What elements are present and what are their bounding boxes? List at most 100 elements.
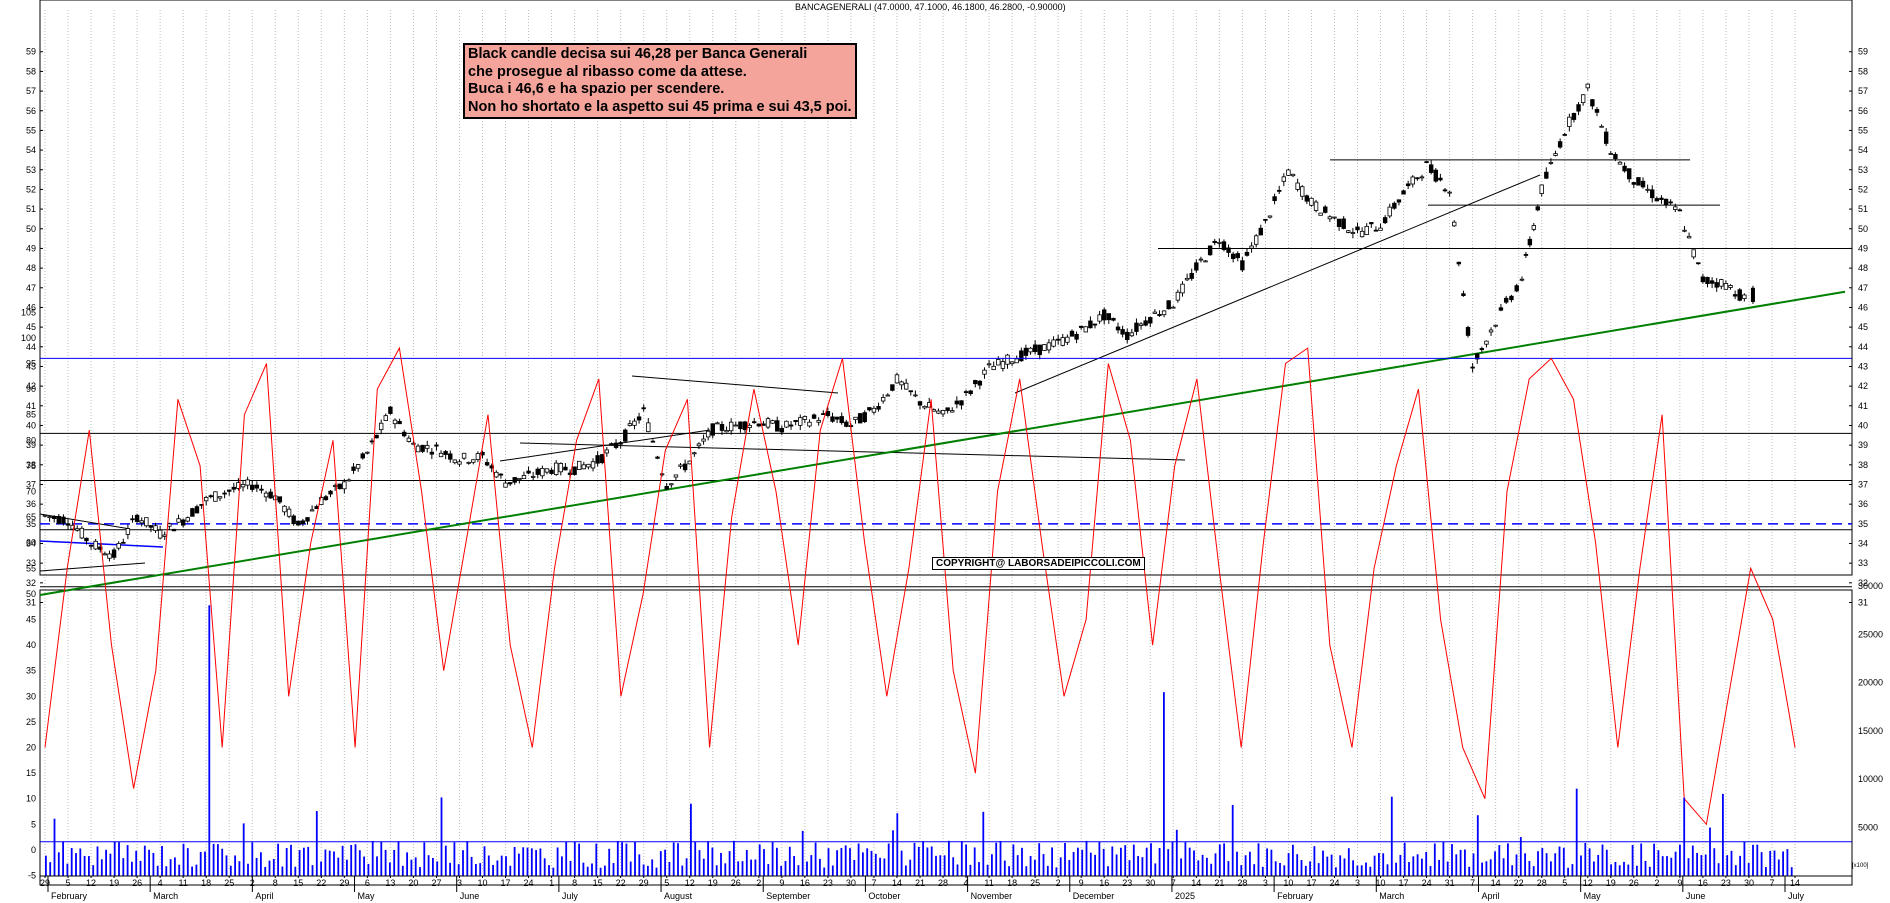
candle-body [1171,306,1176,309]
volume-bar [1184,842,1187,876]
y-tick-label-left: 32 [26,578,36,588]
candle-body [305,517,310,522]
volume-bar [1197,860,1200,876]
candle-body [521,475,527,480]
candle-body [1438,177,1443,181]
candle-body [498,473,504,476]
volume-bar [548,865,550,876]
candle-body [590,461,596,469]
volume-bar [1679,844,1681,876]
candle-body [816,419,821,423]
volume-bar [698,850,701,876]
volume-bar [324,849,327,876]
x-tick-label-date: 29 [40,878,50,888]
candle-body [411,442,416,445]
volume-bar [470,856,473,876]
volume-bar [1038,843,1041,876]
candle-body [1742,294,1747,299]
volume-bar [1674,851,1677,876]
volume-bar [1343,858,1346,876]
candle-body [1645,188,1650,191]
candle-body [802,416,808,420]
volume-bar [913,842,916,876]
candle-body [1249,245,1254,249]
volume-bar [1055,867,1058,876]
candle-body [572,466,577,475]
volume-bar [1528,861,1531,876]
volume-bar [707,841,709,876]
candle-body [1125,331,1130,341]
volume-bar [655,867,658,876]
volume-bar [1021,847,1023,876]
volume-bar [1502,858,1505,876]
volume-bar [466,841,469,876]
candle-body [452,459,458,464]
y-tick-label-left: 41 [26,401,36,411]
volume-bar [440,797,443,876]
y-tick-label-right: 57 [1858,86,1868,96]
candle-body [765,418,771,428]
x-tick-label-date: 23 [1721,878,1731,888]
candle-body [1723,283,1729,290]
candle-body [397,420,402,425]
osc-tick-label: 90 [26,384,36,394]
volume-bar [333,851,335,876]
volume-bar [827,848,830,876]
volume-bar [1193,850,1195,876]
x-tick-label-date: 24 [524,878,534,888]
analysis-annotation-box: Black candle decisa sui 46,28 per Banca … [463,43,857,119]
volume-tick-label: 5000 [1858,822,1878,832]
candle-body [1535,206,1540,211]
volume-bar [303,847,305,876]
y-tick-label-right: 53 [1858,165,1868,175]
x-tick-label-date: 3 [457,878,462,888]
candle-body [1461,293,1466,297]
candle-body [756,423,762,427]
volume-bar [788,846,791,876]
candle-body [1479,348,1485,351]
volume-bar [758,844,761,876]
candle-body [185,517,190,522]
candle-body [1258,227,1263,236]
volume-bar [780,865,783,876]
candle-body [1019,350,1024,362]
volume-bar [952,857,955,876]
volume-bar [444,845,447,876]
volume-bar [1752,844,1754,876]
volume-bar [1687,858,1690,876]
volume-bar [165,866,168,876]
x-tick-label-date: 28 [1537,878,1547,888]
volume-bar [1154,863,1157,876]
candle-body [1470,366,1475,369]
candle-body [553,462,559,476]
volume-bar [88,856,90,876]
volume-bar [285,847,288,876]
volume-bar [1567,867,1569,876]
volume-bar [543,858,546,876]
volume-bar [1317,863,1320,876]
last-candle-body [1750,287,1755,302]
candle-body [1244,251,1250,256]
candle-body [1654,198,1660,202]
x-tick-label-date: 18 [1007,878,1017,888]
candle-body [1373,229,1379,232]
candle-body [415,445,421,453]
x-tick-label-date: 19 [1606,878,1616,888]
volume-bar [182,843,185,876]
volume-bar [634,841,636,876]
volume-bar [221,848,224,876]
x-tick-label-date: 5 [664,878,669,888]
x-tick-label-date: 16 [1698,878,1708,888]
candle-body [798,417,803,426]
volume-bar [608,848,611,876]
candle-body [669,483,674,486]
candle-body [959,400,964,406]
y-tick-label-right: 46 [1858,302,1868,312]
candle-body [908,390,913,393]
volume-bar [1554,853,1557,876]
candle-body [355,464,361,469]
candle-body [1728,285,1733,288]
volume-bar [595,843,598,876]
y-tick-label-right: 50 [1858,224,1868,234]
volume-bar [79,848,82,876]
